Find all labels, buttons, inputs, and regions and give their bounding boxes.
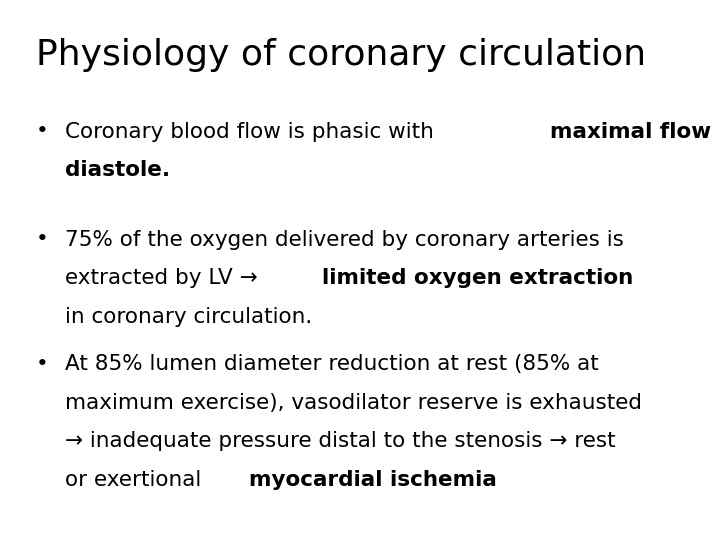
Text: or exertional: or exertional [65, 470, 208, 490]
Text: myocardial ischemia: myocardial ischemia [249, 470, 498, 490]
Text: At 85% lumen diameter reduction at rest (85% at: At 85% lumen diameter reduction at rest … [65, 354, 598, 374]
Text: in coronary circulation.: in coronary circulation. [65, 307, 312, 327]
Text: Physiology of coronary circulation: Physiology of coronary circulation [36, 38, 646, 72]
Text: extracted by LV →: extracted by LV → [65, 268, 264, 288]
Text: maximal flow in: maximal flow in [549, 122, 720, 141]
Text: Coronary blood flow is phasic with: Coronary blood flow is phasic with [65, 122, 441, 141]
Text: •: • [36, 354, 49, 374]
Text: limited oxygen extraction: limited oxygen extraction [323, 268, 634, 288]
Text: maximum exercise), vasodilator reserve is exhausted: maximum exercise), vasodilator reserve i… [65, 393, 642, 413]
Text: 75% of the oxygen delivered by coronary arteries is: 75% of the oxygen delivered by coronary … [65, 230, 624, 249]
Text: •: • [36, 122, 49, 141]
Text: •: • [36, 230, 49, 249]
Text: → inadequate pressure distal to the stenosis → rest: → inadequate pressure distal to the sten… [65, 431, 616, 451]
Text: diastole.: diastole. [65, 160, 170, 180]
